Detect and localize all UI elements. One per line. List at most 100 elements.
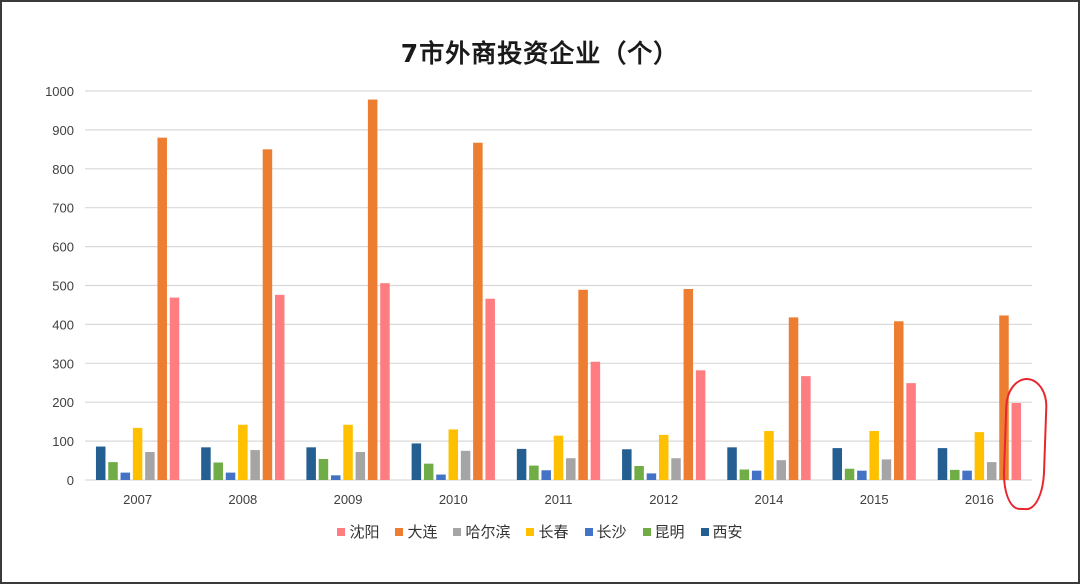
bar-2007-长春 xyxy=(132,427,143,480)
bar-2011-哈尔滨 xyxy=(566,458,576,480)
x-tick-label: 2014 xyxy=(754,492,783,507)
bar-2011-昆明 xyxy=(529,465,539,480)
bar-2008-西安 xyxy=(201,447,211,480)
legend-label: 长沙 xyxy=(596,523,627,541)
y-tick-label: 0 xyxy=(67,473,74,488)
legend-item: 昆明 xyxy=(642,521,685,542)
bar-2008-昆明 xyxy=(213,462,223,480)
y-tick-label: 1000 xyxy=(45,84,74,99)
bar-2012-西安 xyxy=(622,449,632,480)
bar-2011-长春 xyxy=(553,435,564,480)
bar-2009-长春 xyxy=(343,424,353,480)
bar-2009-西安 xyxy=(306,447,316,480)
x-tick-label: 2011 xyxy=(545,492,573,507)
y-tick-label: 200 xyxy=(52,395,74,410)
legend-label: 沈阳 xyxy=(349,523,380,541)
bar-2014-沈阳 xyxy=(801,376,811,480)
bar-2015-西安 xyxy=(832,448,843,480)
bar-2014-大连 xyxy=(788,317,799,480)
bar-2007-哈尔滨 xyxy=(145,451,155,480)
bar-2010-长沙 xyxy=(436,474,446,480)
bar-2011-西安 xyxy=(516,448,527,480)
y-tick-label: 600 xyxy=(52,240,74,255)
legend-label: 大连 xyxy=(407,523,438,541)
x-tick-label: 2015 xyxy=(860,492,889,507)
bar-2015-沈阳 xyxy=(906,383,916,480)
y-tick-label: 400 xyxy=(52,317,74,332)
x-tick-label: 2008 xyxy=(228,492,257,507)
legend-label: 哈尔滨 xyxy=(465,523,511,541)
y-tick-label: 100 xyxy=(52,434,74,449)
bar-2008-沈阳 xyxy=(274,294,285,480)
bar-2015-长春 xyxy=(869,430,879,480)
bar-2008-长沙 xyxy=(225,472,236,480)
bar-2016-昆明 xyxy=(950,469,960,480)
x-tick-label: 2012 xyxy=(649,492,678,507)
bar-2010-沈阳 xyxy=(485,298,495,480)
bar-2012-长春 xyxy=(658,434,669,480)
bar-2009-长沙 xyxy=(331,475,341,480)
bar-2007-昆明 xyxy=(108,462,118,480)
bar-2015-大连 xyxy=(894,321,904,480)
y-tick-label: 800 xyxy=(52,162,74,177)
legend-item: 哈尔滨 xyxy=(453,521,510,542)
x-tick-label: 2010 xyxy=(439,492,468,507)
bar-2015-哈尔滨 xyxy=(881,459,892,480)
bar-2010-昆明 xyxy=(423,463,434,480)
bar-2008-哈尔滨 xyxy=(250,450,260,480)
legend-item: 沈阳 xyxy=(337,521,379,542)
legend-label: 长春 xyxy=(538,523,569,541)
legend-swatch-icon xyxy=(584,527,593,536)
bar-2011-沈阳 xyxy=(590,361,601,480)
bar-2016-西安 xyxy=(937,448,948,480)
chart-title: 7市外商投资企业（个） xyxy=(400,39,680,68)
legend-label: 西安 xyxy=(712,523,743,541)
y-tick-label: 300 xyxy=(52,356,74,371)
bar-2014-昆明 xyxy=(739,469,750,480)
legend-swatch-icon xyxy=(453,527,462,536)
bar-2007-长沙 xyxy=(120,472,131,480)
x-tick-label: 2009 xyxy=(334,492,363,507)
legend-swatch-icon xyxy=(642,527,651,536)
x-tick-label: 2007 xyxy=(123,492,152,507)
legend-swatch-icon xyxy=(337,527,346,536)
bar-2007-大连 xyxy=(157,137,167,480)
bar-2010-大连 xyxy=(473,142,483,480)
bar-2008-大连 xyxy=(262,149,273,480)
legend-swatch-icon xyxy=(395,527,404,536)
bar-2007-沈阳 xyxy=(169,297,180,480)
bar-2009-大连 xyxy=(367,99,378,481)
bar-2012-大连 xyxy=(683,289,694,480)
bar-2012-昆明 xyxy=(634,465,644,480)
bar-2008-长春 xyxy=(238,424,248,480)
bar-2015-长沙 xyxy=(857,470,867,480)
bar-2009-沈阳 xyxy=(380,283,390,480)
y-tick-label: 900 xyxy=(52,123,74,138)
legend-label: 昆明 xyxy=(654,523,685,541)
x-tick-label: 2016 xyxy=(965,492,994,507)
legend-swatch-icon xyxy=(700,527,709,536)
bar-2015-昆明 xyxy=(844,468,855,480)
bar-2011-大连 xyxy=(578,289,588,480)
legend-item: 长春 xyxy=(526,521,569,542)
y-tick-label: 500 xyxy=(52,279,74,294)
chart-legend: 沈阳 大连 哈尔滨 长春 长沙 昆明 西安 xyxy=(0,521,1080,542)
legend-item: 长沙 xyxy=(584,521,627,542)
bar-2010-长春 xyxy=(448,429,459,480)
bar-2016-长沙 xyxy=(962,470,972,480)
bar-2012-沈阳 xyxy=(695,370,706,480)
bar-2010-西安 xyxy=(411,443,422,480)
bar-2014-西安 xyxy=(727,447,737,480)
bar-2014-长春 xyxy=(764,430,774,480)
bar-2016-沈阳 xyxy=(1011,402,1022,480)
bar-2009-昆明 xyxy=(318,458,329,480)
bar-2014-长沙 xyxy=(751,470,762,480)
legend-swatch-icon xyxy=(526,527,535,536)
bar-2010-哈尔滨 xyxy=(460,450,471,480)
bar-2011-长沙 xyxy=(541,470,551,480)
legend-item: 大连 xyxy=(395,521,437,542)
bar-2012-哈尔滨 xyxy=(671,458,681,480)
bar-2016-大连 xyxy=(999,315,1009,480)
